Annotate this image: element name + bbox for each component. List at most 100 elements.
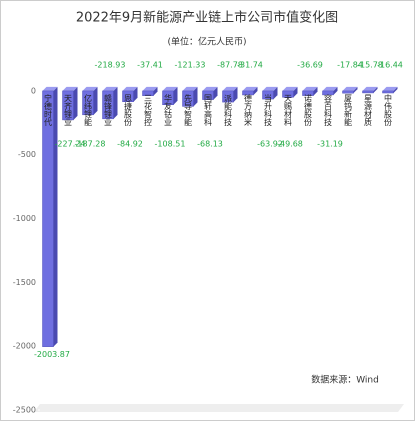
bar-side <box>353 86 358 94</box>
value-label: -49.68 <box>277 139 303 148</box>
bar-top <box>302 86 318 91</box>
y-tick-label: -2500 <box>13 406 36 415</box>
bar-side <box>133 86 138 102</box>
chart-title: 2022年9月新能源产业链上市公司市值变化图 <box>76 10 338 26</box>
bar-top <box>142 86 158 91</box>
bar-top <box>202 86 218 91</box>
category-label: 诺德股份 <box>304 93 313 127</box>
value-label: -218.93 <box>95 60 126 69</box>
bar <box>382 90 394 94</box>
bar-top <box>362 86 378 91</box>
bar-side <box>313 86 318 96</box>
value-label: -36.69 <box>297 60 323 69</box>
y-tick-label: -1500 <box>13 278 36 287</box>
bar <box>62 90 74 121</box>
bar <box>162 90 174 106</box>
bar <box>42 90 54 347</box>
value-label: -15.78 <box>357 60 383 69</box>
category-label: 天齐锂业 <box>64 94 73 126</box>
bar-side <box>373 86 378 93</box>
bar <box>142 90 154 96</box>
bar <box>202 90 214 100</box>
bar-top <box>162 86 178 91</box>
value-label: -31.19 <box>317 139 343 148</box>
bar <box>222 90 234 103</box>
bar-top <box>222 86 238 91</box>
bar-side <box>193 86 198 107</box>
y-tick-label: -1000 <box>13 214 36 223</box>
bar-side <box>173 86 178 105</box>
category-label: 德方纳米 <box>244 93 253 127</box>
bar-top <box>62 86 78 91</box>
bar-top <box>342 86 358 91</box>
value-label: -187.28 <box>75 139 106 148</box>
category-label: 先导智能 <box>184 93 193 127</box>
value-label: -227.24 <box>55 139 86 148</box>
category-label: 厦钨新能 <box>344 94 353 127</box>
value-label: -87.78 <box>217 60 243 69</box>
source-note: 数据来源：Wind <box>311 374 379 386</box>
bar-top <box>242 86 258 91</box>
bar-side <box>293 86 298 98</box>
value-label: -84.92 <box>117 139 143 148</box>
bar-side <box>333 86 338 95</box>
bar-top <box>262 86 278 91</box>
value-label: -108.51 <box>155 139 186 148</box>
bar <box>122 90 134 102</box>
category-label: 天赐材料 <box>284 94 293 127</box>
category-label: 容百科技 <box>324 93 333 127</box>
category-label: 恩捷股份 <box>124 94 133 127</box>
category-label: 华友钴业 <box>164 93 173 126</box>
bar <box>102 90 114 120</box>
bar-top <box>82 86 98 91</box>
bar-side <box>253 86 258 95</box>
bar <box>302 90 314 96</box>
bar-top <box>182 86 198 91</box>
bar-top <box>122 86 138 91</box>
bar <box>362 90 374 94</box>
value-label: -31.74 <box>237 60 263 69</box>
category-label: 派能科技 <box>224 94 233 127</box>
y-tick-label: 0 <box>31 86 36 95</box>
value-label: -37.41 <box>137 60 163 69</box>
bar-side <box>393 86 398 94</box>
bar-side <box>233 86 238 103</box>
bar-top <box>322 86 338 91</box>
bar-side <box>273 86 278 100</box>
chart-subtitle: (单位：亿元人民币) <box>167 36 246 48</box>
bar <box>342 90 354 94</box>
bar <box>322 90 334 96</box>
value-label: -2003.87 <box>34 350 70 359</box>
value-label: -17.84 <box>337 60 363 69</box>
y-tick-label: -500 <box>18 150 36 159</box>
bar-side <box>93 86 98 115</box>
category-label: 星源材质 <box>364 94 373 127</box>
category-label: 国轩高科 <box>204 94 213 127</box>
category-label: 宁德时代 <box>44 93 53 127</box>
bar-top <box>42 86 58 91</box>
value-label: -16.44 <box>377 60 403 69</box>
floor <box>34 404 404 412</box>
value-label: -121.33 <box>175 60 206 69</box>
bar <box>262 90 274 100</box>
bar-top <box>102 86 118 91</box>
value-label: -63.92 <box>257 139 283 148</box>
bar <box>282 90 294 98</box>
bar <box>242 90 254 96</box>
bar <box>82 90 94 116</box>
bar-top <box>282 86 298 91</box>
category-label: 中伟股份 <box>384 93 393 127</box>
category-label: 亿纬锂能 <box>84 93 93 127</box>
category-label: 赣锋锂业 <box>104 93 113 126</box>
bar-side <box>73 86 78 120</box>
category-label: 三花智控 <box>144 94 153 127</box>
category-label: 当升科技 <box>264 93 273 127</box>
bar <box>182 90 194 107</box>
bar-side <box>153 86 158 96</box>
bar-side <box>113 86 118 119</box>
bar-side <box>213 86 218 100</box>
bar-side <box>53 86 58 347</box>
value-label: -68.13 <box>197 139 223 148</box>
